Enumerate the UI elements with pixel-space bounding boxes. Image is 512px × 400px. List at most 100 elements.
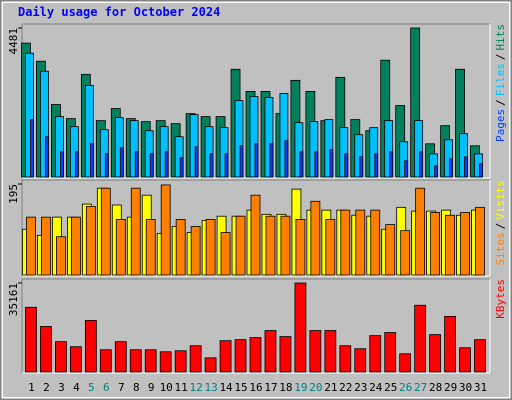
legend-entry: Pages [494, 109, 507, 142]
x-tick-label: 21 [324, 381, 337, 394]
bar [414, 120, 424, 178]
bar [325, 219, 336, 276]
bar [339, 127, 349, 178]
x-tick-label: 19 [294, 381, 307, 394]
bar [234, 100, 244, 178]
x-tick-label: 10 [160, 381, 173, 394]
x-tick-label: 31 [474, 381, 487, 394]
bar [30, 119, 34, 178]
bar [294, 122, 304, 178]
bar [40, 326, 52, 373]
bar [445, 214, 455, 276]
bar [249, 96, 259, 178]
bar [99, 129, 109, 178]
bar [84, 84, 94, 178]
bar [69, 346, 82, 373]
x-tick-label: 28 [429, 381, 442, 394]
bar [89, 143, 94, 178]
bar [384, 120, 394, 178]
x-tick-label: 4 [73, 381, 80, 394]
bar [149, 153, 154, 178]
bar [370, 209, 381, 276]
bar [70, 216, 81, 276]
bar [25, 306, 37, 373]
bar [45, 136, 49, 178]
bar [40, 70, 49, 178]
x-tick-label: 16 [249, 381, 262, 394]
legend-separator: / [494, 223, 507, 230]
bar [404, 160, 409, 178]
bar [369, 127, 379, 178]
bar [220, 232, 231, 276]
bar [340, 209, 351, 276]
bar [239, 145, 244, 178]
bar [355, 209, 366, 276]
bar [369, 335, 382, 373]
x-tick-label: 26 [399, 381, 412, 394]
bar [145, 219, 156, 276]
bar [25, 52, 34, 178]
bar [434, 165, 439, 178]
x-tick-label: 12 [190, 381, 203, 394]
bar [204, 126, 214, 178]
bar [385, 224, 396, 276]
bar [474, 339, 486, 373]
bar [444, 315, 456, 373]
x-tick-label: 20 [309, 381, 322, 394]
bar [399, 353, 412, 373]
bar [189, 114, 199, 178]
bar [209, 153, 214, 178]
x-tick-label: 9 [148, 381, 155, 394]
bar [415, 187, 426, 276]
legend-entry: Sites [494, 232, 507, 265]
bar [235, 215, 246, 276]
bar [399, 141, 409, 178]
chart-title: Daily usage for October 2024 [18, 5, 220, 19]
bar [84, 320, 97, 373]
bar [189, 345, 202, 373]
bar [179, 157, 184, 178]
x-tick-label: 17 [264, 381, 277, 394]
bar [295, 219, 306, 276]
bar [224, 153, 229, 178]
legend: Pages / Files / Hits [494, 24, 507, 142]
bar [384, 332, 397, 373]
bar [55, 116, 64, 178]
bar [414, 304, 427, 373]
bar [475, 206, 485, 276]
bar [60, 151, 64, 178]
bar [129, 120, 139, 178]
bar [129, 349, 142, 373]
x-tick-label: 15 [234, 381, 247, 394]
bar [194, 146, 199, 178]
bar [310, 200, 321, 276]
bar [205, 219, 216, 276]
bar [119, 147, 124, 178]
x-tick-label: 11 [175, 381, 188, 394]
x-tick-label: 18 [279, 381, 292, 394]
bar [459, 133, 468, 178]
bar [114, 341, 127, 373]
bar [265, 215, 276, 276]
bar [74, 151, 79, 178]
bar [444, 139, 453, 178]
bar [280, 215, 291, 276]
x-tick-label: 25 [384, 381, 397, 394]
bar [264, 97, 274, 178]
bar [430, 212, 441, 276]
bar [314, 151, 319, 178]
legend-separator: / [494, 54, 507, 61]
bar [354, 348, 367, 373]
bar [174, 350, 187, 373]
bar [249, 337, 262, 373]
bar [85, 205, 96, 276]
bar [344, 153, 349, 178]
bar [460, 212, 470, 276]
bar [339, 345, 352, 373]
legend: KBytes [494, 279, 507, 319]
x-tick-label: 24 [369, 381, 383, 394]
bar [130, 187, 141, 276]
x-tick-label: 5 [88, 381, 95, 394]
x-tick-label: 27 [414, 381, 427, 394]
